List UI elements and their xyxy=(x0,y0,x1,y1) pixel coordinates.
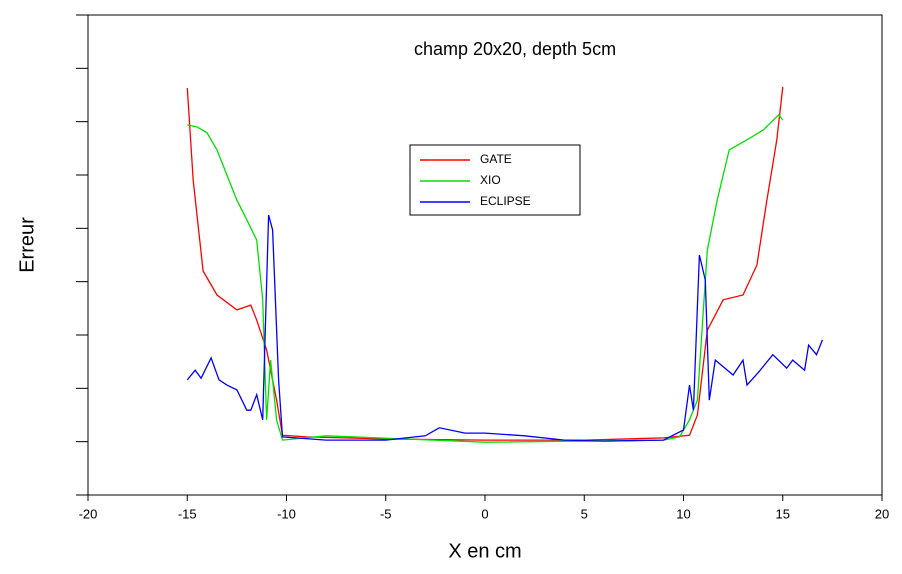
legend-label: GATE xyxy=(480,152,512,166)
x-tick-label: 5 xyxy=(581,506,588,521)
x-tick-label: 15 xyxy=(776,506,790,521)
series-line xyxy=(186,86,784,441)
series-line xyxy=(186,214,824,442)
legend-box xyxy=(409,144,581,216)
chart-title: champ 20x20, depth 5cm xyxy=(414,39,616,59)
x-tick-label: -5 xyxy=(380,506,392,521)
legend-label: ECLIPSE xyxy=(480,194,531,208)
legend-label: XIO xyxy=(480,173,501,187)
x-tick-label: 0 xyxy=(481,506,488,521)
x-axis-label: X en cm xyxy=(448,540,521,562)
x-tick-label: -20 xyxy=(79,506,98,521)
x-tick-label: -10 xyxy=(277,506,296,521)
x-tick-label: 10 xyxy=(676,506,690,521)
x-tick-label: -15 xyxy=(178,506,197,521)
plot-frame xyxy=(87,14,883,496)
x-tick-label: 20 xyxy=(875,506,889,521)
y-axis-label: Erreur xyxy=(16,217,38,273)
